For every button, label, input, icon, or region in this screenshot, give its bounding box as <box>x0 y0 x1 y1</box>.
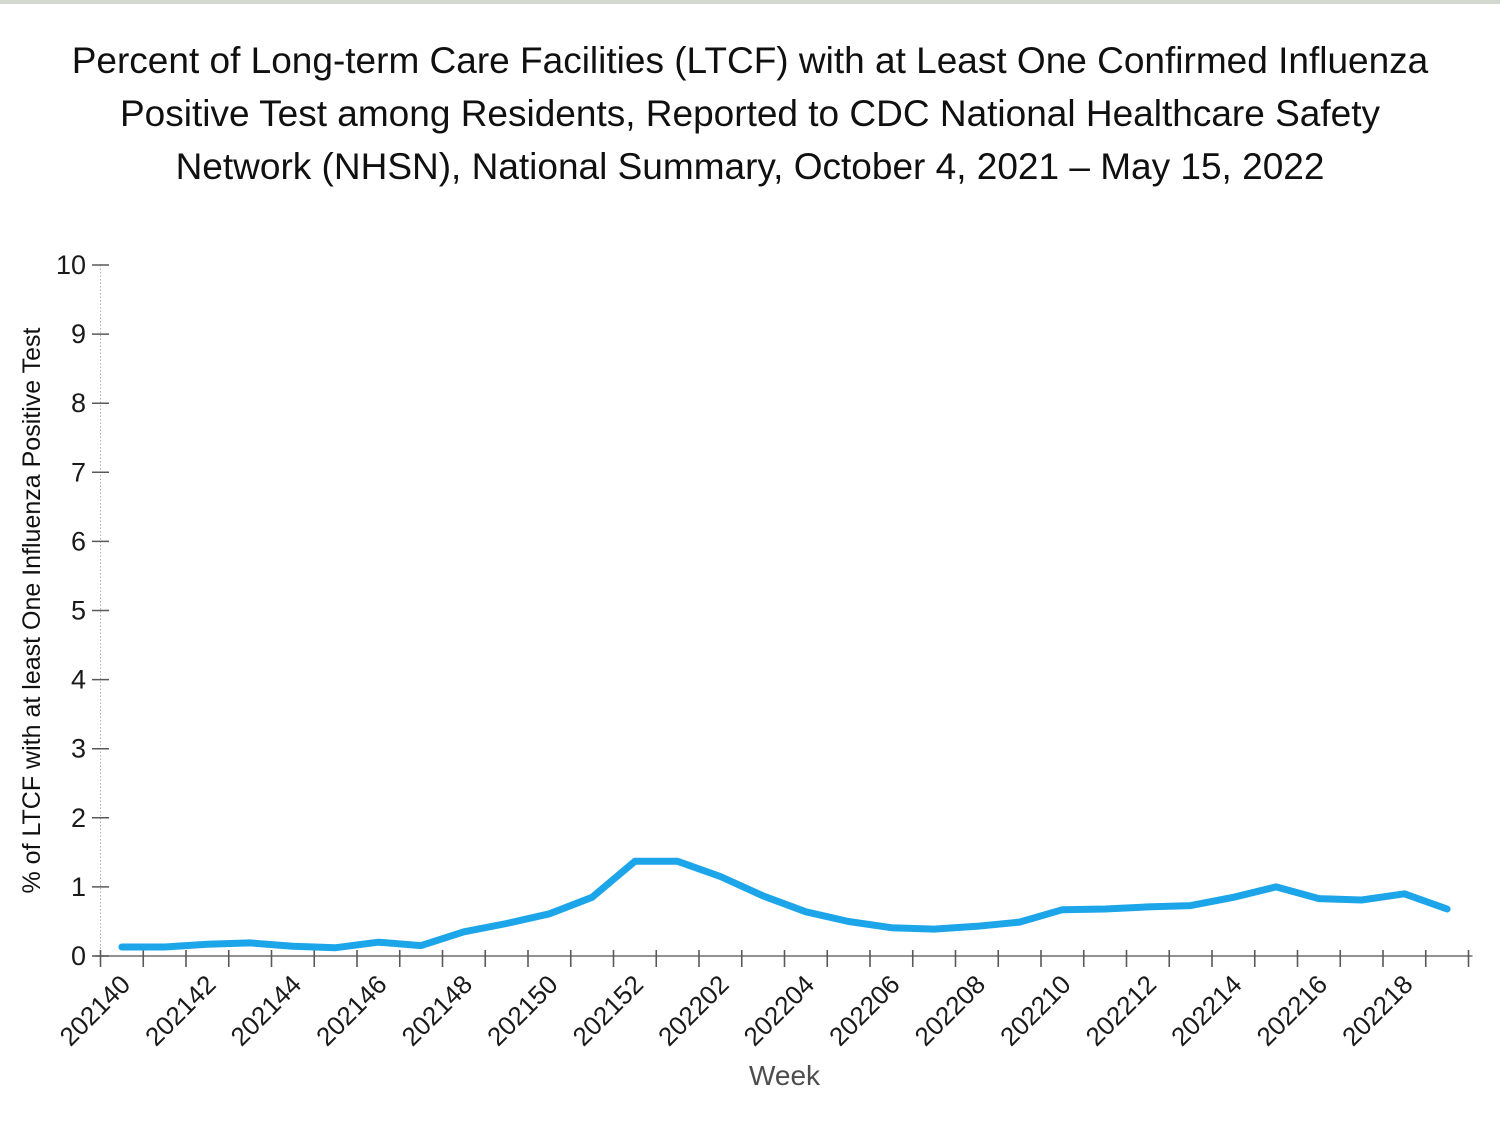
x-tick-label: 202204 <box>738 969 821 1052</box>
y-tick-label: 0 <box>71 941 86 971</box>
y-tick-label: 7 <box>71 457 86 487</box>
data-line <box>118 857 1451 952</box>
y-tick-label: 6 <box>71 526 86 556</box>
y-tick-label: 3 <box>71 734 86 764</box>
chart-title-line-1: Percent of Long-term Care Facilities (LT… <box>71 40 1429 81</box>
x-tick-label: 202214 <box>1165 969 1248 1052</box>
x-axis-title: Week <box>749 1060 821 1091</box>
y-tick-label: 1 <box>71 872 86 902</box>
x-tick-label: 202152 <box>567 969 650 1052</box>
x-tick-label: 202208 <box>909 969 992 1052</box>
x-tick-label: 202218 <box>1336 969 1419 1052</box>
x-tick-label: 202216 <box>1251 969 1334 1052</box>
y-tick-label: 9 <box>71 319 86 349</box>
x-tick-label: 202206 <box>823 969 906 1052</box>
window-top-border <box>0 0 1500 4</box>
x-tick-label: 202210 <box>994 969 1077 1052</box>
chart-title-line-3: Network (NHSN), National Summary, Octobe… <box>175 146 1325 187</box>
x-tick-label: 202144 <box>225 969 308 1052</box>
x-tick-label: 202142 <box>139 969 222 1052</box>
x-tick-label: 202146 <box>310 969 393 1052</box>
x-tick-label: 202148 <box>396 969 479 1052</box>
y-tick-label: 5 <box>71 596 86 626</box>
y-tick-label: 2 <box>71 803 86 833</box>
x-tick-label: 202140 <box>54 969 137 1052</box>
y-axis-title: % of LTCF with at least One Influenza Po… <box>18 327 46 893</box>
x-tick-label: 202202 <box>652 969 735 1052</box>
y-tick-label: 4 <box>71 665 86 695</box>
y-tick-label: 8 <box>71 388 86 418</box>
x-tick-label: 202150 <box>481 969 564 1052</box>
y-tick-label: 10 <box>56 250 86 280</box>
chart-title-line-2: Positive Test among Residents, Reported … <box>119 93 1380 134</box>
chart-title: Percent of Long-term Care Facilities (LT… <box>0 34 1500 193</box>
x-tick-label: 202212 <box>1080 969 1163 1052</box>
